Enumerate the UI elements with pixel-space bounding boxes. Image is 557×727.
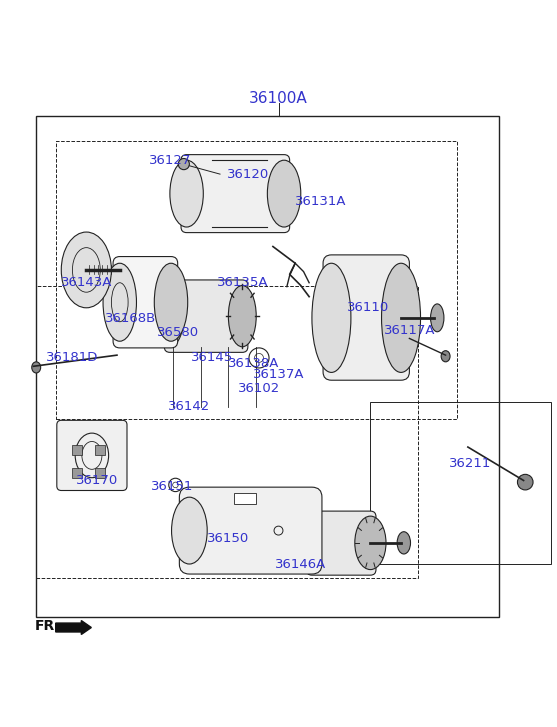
Text: 36137A: 36137A: [253, 368, 304, 381]
Bar: [370, 403, 551, 564]
FancyBboxPatch shape: [323, 255, 409, 380]
Text: 36145: 36145: [190, 351, 233, 364]
Ellipse shape: [172, 497, 207, 564]
Text: 36143A: 36143A: [61, 276, 112, 289]
FancyBboxPatch shape: [164, 280, 248, 353]
Ellipse shape: [517, 474, 533, 490]
Text: 36142: 36142: [168, 401, 211, 414]
Text: 36120: 36120: [227, 168, 269, 180]
Bar: [95, 446, 105, 455]
Text: 36168B: 36168B: [105, 313, 157, 326]
Ellipse shape: [431, 304, 444, 332]
Ellipse shape: [61, 232, 111, 308]
Text: 36150: 36150: [207, 532, 250, 545]
Bar: [72, 446, 82, 455]
Text: 36127: 36127: [149, 153, 191, 166]
FancyBboxPatch shape: [57, 420, 127, 491]
Text: FR.: FR.: [35, 619, 60, 633]
Ellipse shape: [355, 516, 386, 569]
Bar: [234, 493, 256, 504]
Ellipse shape: [267, 160, 301, 227]
Ellipse shape: [397, 531, 411, 554]
Bar: [36, 286, 418, 578]
Ellipse shape: [154, 263, 188, 341]
Bar: [72, 467, 82, 478]
FancyArrow shape: [56, 621, 91, 635]
FancyBboxPatch shape: [181, 155, 290, 233]
Text: 36100A: 36100A: [249, 92, 308, 106]
Ellipse shape: [228, 286, 256, 347]
Ellipse shape: [32, 362, 41, 373]
Text: 36138A: 36138A: [228, 357, 279, 370]
Text: 36117A: 36117A: [384, 324, 435, 337]
Text: 36135A: 36135A: [217, 276, 268, 289]
Ellipse shape: [312, 263, 351, 372]
Ellipse shape: [103, 263, 136, 341]
Text: 36131A: 36131A: [295, 196, 346, 209]
FancyBboxPatch shape: [113, 257, 178, 348]
Text: 36102: 36102: [238, 382, 280, 395]
Text: 36151: 36151: [152, 480, 194, 492]
Bar: [95, 467, 105, 478]
FancyBboxPatch shape: [306, 511, 376, 575]
Bar: [56, 141, 457, 419]
Bar: [36, 116, 499, 617]
Text: 36211: 36211: [449, 457, 492, 470]
Text: 36580: 36580: [157, 326, 199, 340]
Ellipse shape: [382, 263, 421, 372]
Text: 36110: 36110: [346, 301, 389, 314]
Text: 36146A: 36146A: [275, 558, 326, 571]
Text: 36181D: 36181D: [46, 351, 99, 364]
Ellipse shape: [441, 350, 450, 362]
Text: 36170: 36170: [76, 474, 119, 487]
Ellipse shape: [156, 286, 184, 347]
Ellipse shape: [178, 158, 189, 169]
Ellipse shape: [170, 160, 203, 227]
FancyBboxPatch shape: [179, 487, 322, 574]
